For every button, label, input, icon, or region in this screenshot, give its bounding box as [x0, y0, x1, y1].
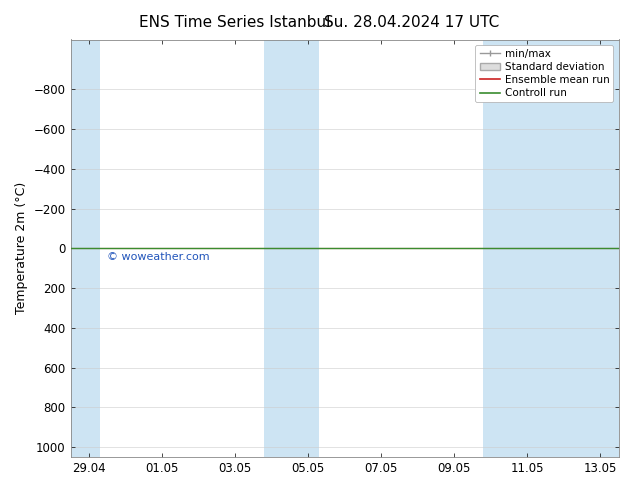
Bar [484, 40, 619, 457]
Text: © woweather.com: © woweather.com [107, 252, 210, 262]
Legend: min/max, Standard deviation, Ensemble mean run, Controll run: min/max, Standard deviation, Ensemble me… [476, 45, 614, 102]
Bar [264, 40, 319, 457]
Y-axis label: Temperature 2m (°C): Temperature 2m (°C) [15, 182, 28, 315]
Text: Su. 28.04.2024 17 UTC: Su. 28.04.2024 17 UTC [325, 15, 500, 30]
Bar [70, 40, 100, 457]
Text: ENS Time Series Istanbul: ENS Time Series Istanbul [139, 15, 330, 30]
